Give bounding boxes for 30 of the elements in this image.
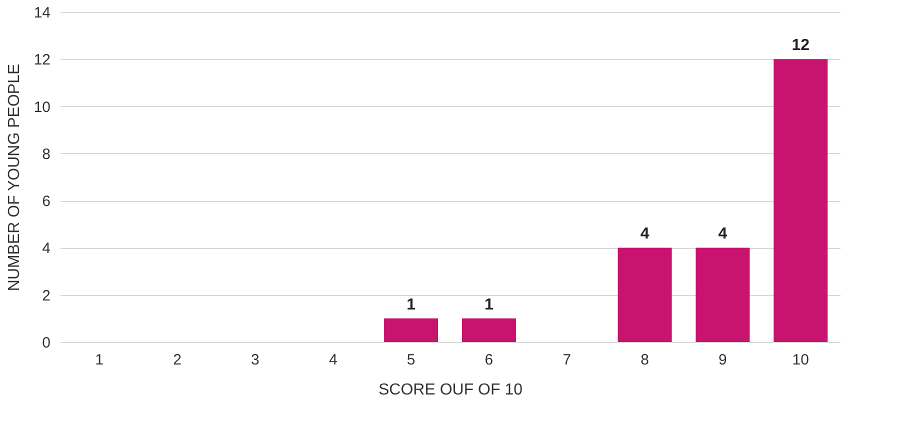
y-tick-label: 12 (34, 52, 50, 69)
x-tick-label: 1 (95, 352, 104, 368)
y-tick-label: 10 (34, 98, 50, 116)
y-tick-label: 14 (34, 4, 50, 22)
bar (774, 59, 828, 342)
x-tick-label: 8 (640, 352, 649, 368)
data-label: 1 (484, 296, 494, 314)
bar (618, 248, 672, 342)
y-tick-label: 0 (42, 334, 50, 352)
x-tick-label: 2 (173, 352, 182, 368)
data-label: 4 (718, 226, 728, 243)
x-tick-label: 10 (792, 352, 809, 368)
y-tick-label: 2 (42, 287, 50, 304)
x-tick-label: 6 (484, 352, 494, 368)
bar (384, 318, 438, 342)
x-tick-label: 7 (562, 352, 572, 368)
x-tick-label: 4 (328, 352, 338, 368)
y-tick-label: 8 (42, 146, 50, 163)
data-label: 1 (406, 296, 416, 314)
data-label: 12 (792, 37, 810, 54)
y-axis-title: NUMBER OF YOUNG PEOPLE (6, 64, 23, 292)
x-axis-title: SCORE OUF OF 10 (378, 382, 523, 398)
x-tick-label: 5 (406, 352, 416, 368)
bar (696, 248, 750, 342)
x-tick-label: 9 (718, 352, 727, 368)
bar (462, 318, 516, 342)
y-tick-label: 4 (42, 240, 50, 258)
y-tick-label: 6 (42, 193, 50, 210)
data-label: 4 (640, 226, 650, 243)
x-tick-label: 3 (251, 352, 260, 368)
